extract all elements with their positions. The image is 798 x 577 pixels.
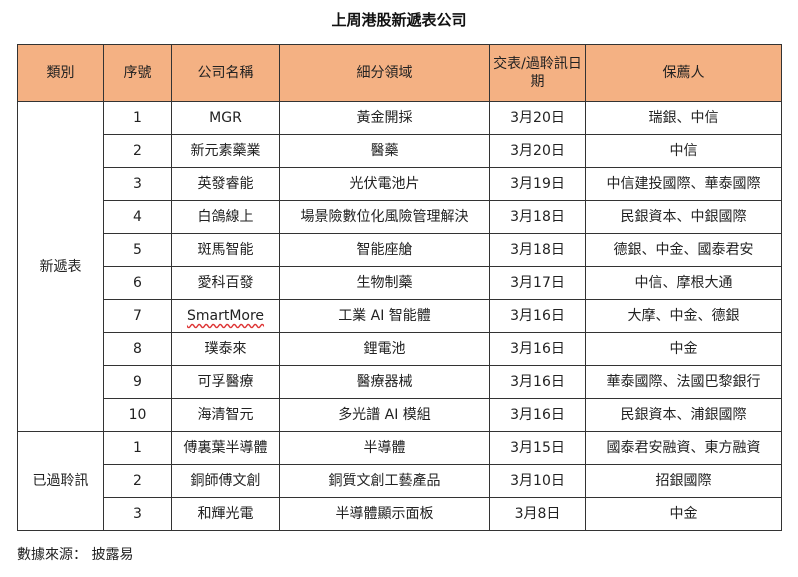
table-row: 7 SmartMore 工業 AI 智能體 3月16日 大摩、中金、德銀 [18,299,782,333]
table-row: 已過聆訊 1 傅裏葉半導體 半導體 3月15日 國泰君安融資、東方融資 [17,431,782,531]
header-number: 序號 [103,44,172,102]
category-cell: 已過聆訊 [17,431,104,531]
company-cell: 斑馬智能 [171,233,280,267]
company-cell: 傅裏葉半導體 [171,431,280,465]
table-row: 8 璞泰來 鋰電池 3月16日 中金 [18,332,782,366]
table-row: 6 愛科百發 生物制藥 3月17日 中信、摩根大通 [18,266,782,300]
sector-cell: 黃金開採 [279,101,490,135]
company-cell: 銅師傅文創 [171,464,280,498]
company-cell: 可孚醫療 [171,365,280,399]
header-sector: 細分領域 [279,44,490,102]
table-row: 新遞表 1 MGR 黃金開採 3月20日 瑞銀、中信 [17,101,782,432]
date-cell: 3月16日 [489,299,586,333]
date-cell: 3月16日 [489,398,586,432]
table-row: 5 斑馬智能 智能座艙 3月18日 德銀、中金、國泰君安 [18,233,782,267]
category-cell: 新遞表 [17,101,104,432]
number-cell: 8 [103,332,172,366]
sector-cell: 銅質文創工藝產品 [279,464,490,498]
company-cell: 璞泰來 [171,332,280,366]
company-cell: 新元素藥業 [171,134,280,168]
number-cell: 9 [103,365,172,399]
number-cell: 1 [103,101,172,135]
date-cell: 3月16日 [489,332,586,366]
sponsor-cell: 中信 [585,134,782,168]
sponsor-cell: 招銀國際 [585,464,782,498]
table-header-row: 類別 序號 公司名稱 細分領域 交表/過聆訊日期 保薦人 [17,44,782,102]
sector-cell: 光伏電池片 [279,167,490,201]
header-company: 公司名稱 [171,44,280,102]
table-row: 3 英發睿能 光伏電池片 3月19日 中信建投國際、華泰國際 [18,167,782,201]
sponsor-cell: 民銀資本、中銀國際 [585,200,782,234]
company-cell: 和輝光電 [171,497,280,531]
date-cell: 3月19日 [489,167,586,201]
sector-cell: 場景險數位化風險管理解決 [279,200,490,234]
header-category: 類別 [17,44,104,102]
company-name-text: SmartMore [186,308,265,324]
table-row: 2 新元素藥業 醫藥 3月20日 中信 [18,134,782,168]
number-cell: 1 [103,431,172,465]
data-source-note: 數據來源： 披露易 [17,547,134,563]
sponsor-cell: 中信建投國際、華泰國際 [585,167,782,201]
sponsor-cell: 大摩、中金、德銀 [585,299,782,333]
table-row: 9 可孚醫療 醫療器械 3月16日 華泰國際、法國巴黎銀行 [18,365,782,399]
number-cell: 4 [103,200,172,234]
number-cell: 5 [103,233,172,267]
date-cell: 3月18日 [489,233,586,267]
company-cell: SmartMore [171,299,280,333]
company-cell: 愛科百發 [171,266,280,300]
sector-cell: 智能座艙 [279,233,490,267]
number-cell: 10 [103,398,172,432]
number-cell: 3 [103,497,172,531]
number-cell: 2 [103,464,172,498]
date-cell: 3月8日 [489,497,586,531]
sector-cell: 醫療器械 [279,365,490,399]
table-row: 2 銅師傅文創 銅質文創工藝產品 3月10日 招銀國際 [18,464,782,498]
header-date: 交表/過聆訊日期 [489,44,586,102]
date-cell: 3月10日 [489,464,586,498]
date-cell: 3月20日 [489,101,586,135]
number-cell: 3 [103,167,172,201]
sponsor-cell: 民銀資本、浦銀國際 [585,398,782,432]
sponsor-cell: 瑞銀、中信 [585,101,782,135]
sponsor-cell: 國泰君安融資、東方融資 [585,431,782,465]
sector-cell: 醫藥 [279,134,490,168]
date-cell: 3月18日 [489,200,586,234]
table-row: 4 白鴿線上 場景險數位化風險管理解決 3月18日 民銀資本、中銀國際 [18,200,782,234]
date-cell: 3月17日 [489,266,586,300]
company-cell: 海清智元 [171,398,280,432]
number-cell: 2 [103,134,172,168]
sector-cell: 鋰電池 [279,332,490,366]
table-row: 10 海清智元 多光譜 AI 模組 3月16日 民銀資本、浦銀國際 [18,398,782,432]
sponsor-cell: 華泰國際、法國巴黎銀行 [585,365,782,399]
sector-cell: 半導體 [279,431,490,465]
sponsor-cell: 中金 [585,332,782,366]
sponsor-cell: 中信、摩根大通 [585,266,782,300]
sponsor-cell: 中金 [585,497,782,531]
header-sponsor: 保薦人 [585,44,782,102]
sector-cell: 半導體顯示面板 [279,497,490,531]
date-cell: 3月15日 [489,431,586,465]
table-row: 3 和輝光電 半導體顯示面板 3月8日 中金 [18,497,782,531]
sector-cell: 生物制藥 [279,266,490,300]
date-cell: 3月16日 [489,365,586,399]
ipo-filings-table: 類別 序號 公司名稱 細分領域 交表/過聆訊日期 保薦人 新遞表 1 MGR 黃金開採… [17,44,782,531]
company-cell: 英發睿能 [171,167,280,201]
sector-cell: 工業 AI 智能體 [279,299,490,333]
company-cell: 白鴿線上 [171,200,280,234]
table-title: 上周港股新遞表公司 [331,11,467,29]
sector-cell: 多光譜 AI 模組 [279,398,490,432]
company-cell: MGR [171,101,280,135]
sponsor-cell: 德銀、中金、國泰君安 [585,233,782,267]
number-cell: 6 [103,266,172,300]
date-cell: 3月20日 [489,134,586,168]
number-cell: 7 [103,299,172,333]
